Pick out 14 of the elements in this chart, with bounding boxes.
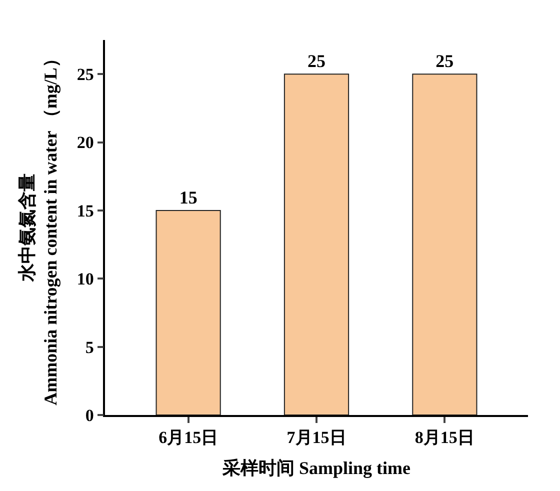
y-tick-label: 15: [76, 201, 94, 220]
y-tick-label: 0: [85, 406, 94, 425]
y-tick-label: 20: [76, 133, 94, 152]
data-label: 25: [436, 51, 454, 72]
y-tick-label: 25: [76, 65, 94, 84]
x-axis-title: 采样时间 Sampling time: [221, 458, 411, 478]
y-tick-label: 10: [76, 270, 94, 289]
y-tick-label: 5: [85, 338, 94, 357]
x-tick-label: 6月15日: [158, 428, 218, 448]
data-label: 25: [308, 51, 326, 72]
data-label: 15: [179, 187, 198, 208]
x-tick-label: 7月15日: [286, 428, 346, 448]
y-axis-title: 水中氨氮含量 Ammonia nitrogen content in water （mg/L）: [17, 50, 61, 406]
x-tick-label: 8月15日: [414, 428, 474, 448]
